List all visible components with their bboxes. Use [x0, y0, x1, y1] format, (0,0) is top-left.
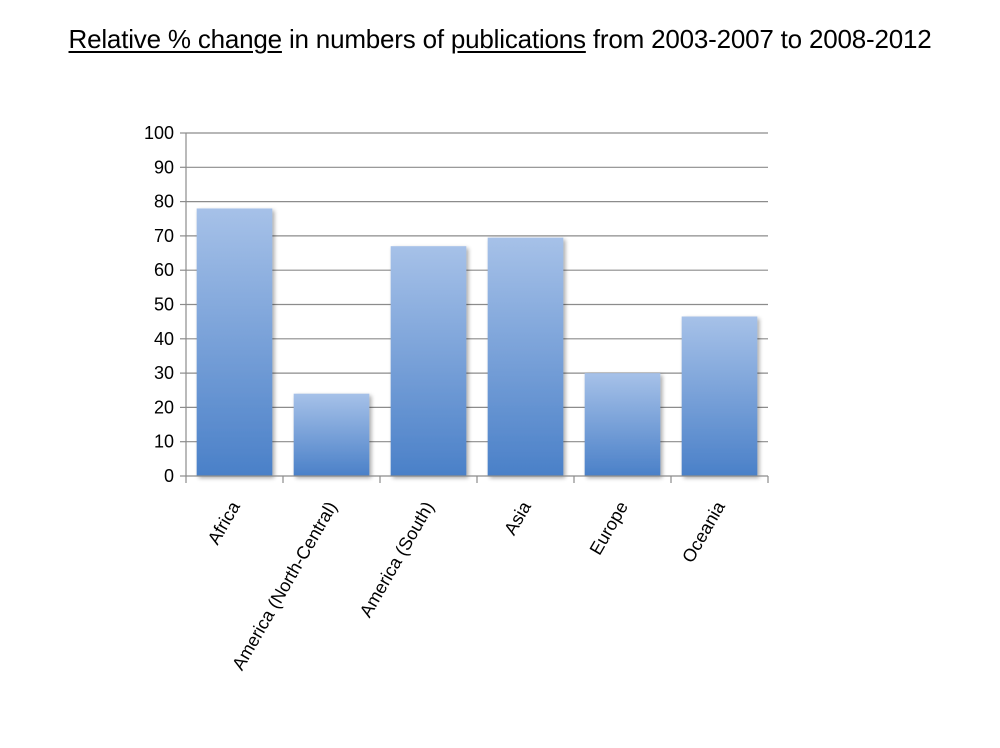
bars	[196, 208, 758, 476]
bar-america-south	[390, 246, 467, 476]
y-tick-label-100: 100	[144, 123, 174, 143]
x-tick-label-oceania: Oceania	[678, 497, 729, 566]
y-tick-label-30: 30	[154, 363, 174, 383]
chart-title-part4: from 2003-2007 to 2008-2012	[585, 24, 932, 54]
chart-title-part2: in numbers of	[281, 24, 451, 54]
bar-asia	[487, 237, 564, 476]
x-tick-label-america-south: America (South)	[356, 498, 438, 621]
x-tick-label-asia: Asia	[500, 497, 535, 538]
bar-africa	[196, 208, 273, 476]
y-tick-label-80: 80	[154, 192, 174, 212]
bar-america-north-central	[293, 393, 370, 476]
x-tick-label-africa: Africa	[204, 497, 245, 548]
y-tick-label-10: 10	[154, 432, 174, 452]
y-tick-label-60: 60	[154, 260, 174, 280]
bar-oceania	[681, 316, 758, 476]
axes	[180, 132, 769, 483]
y-tick-label-90: 90	[154, 157, 174, 177]
bar-europe	[584, 373, 661, 476]
chart-title: Relative % change in numbers of publicat…	[0, 24, 1000, 55]
x-tick-label-america-north-central: America (North-Central)	[228, 498, 341, 673]
chart-title-part3: publications	[450, 24, 586, 54]
y-tick-label-20: 20	[154, 397, 174, 417]
chart-title-part1: Relative % change	[68, 24, 283, 54]
y-tick-label-50: 50	[154, 295, 174, 315]
gridlines	[186, 132, 768, 443]
y-tick-label-40: 40	[154, 329, 174, 349]
y-tick-label-0: 0	[164, 466, 174, 486]
y-tick-label-70: 70	[154, 226, 174, 246]
x-tick-label-europe: Europe	[586, 498, 632, 558]
